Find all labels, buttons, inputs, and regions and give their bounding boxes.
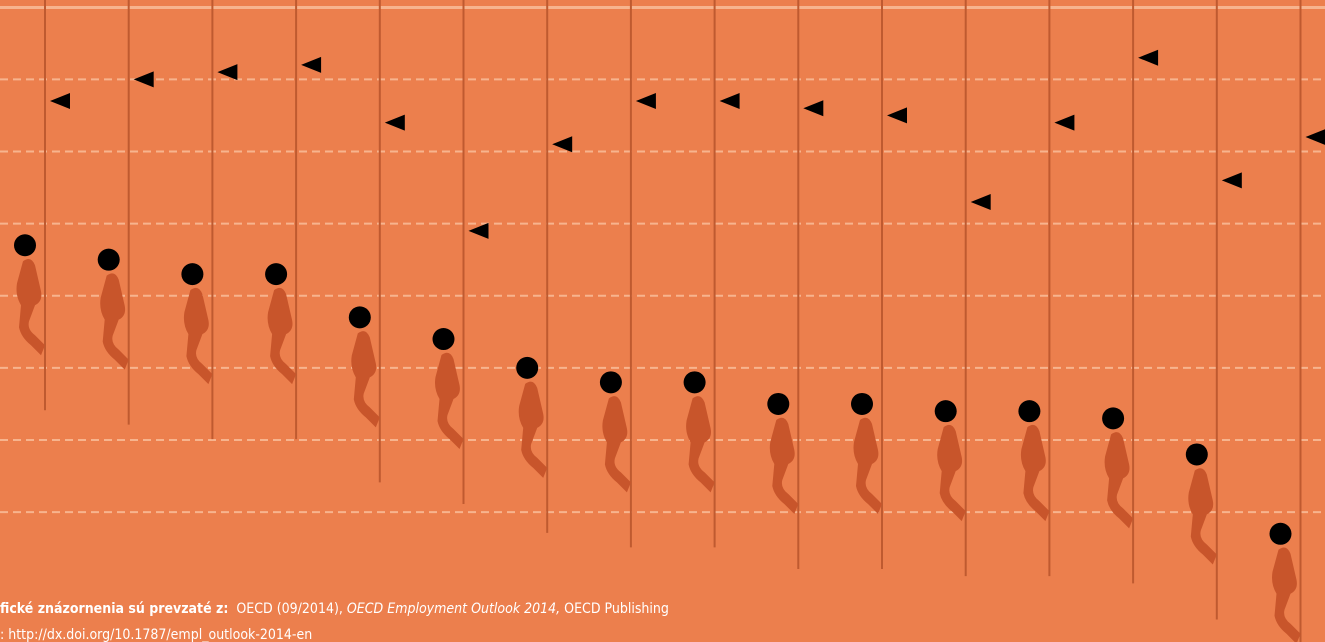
flag xyxy=(301,56,322,73)
flag xyxy=(133,71,154,88)
source-label: fické znázornenia sú prevzaté z: xyxy=(0,601,229,617)
climber xyxy=(518,381,548,478)
dot xyxy=(1185,443,1208,466)
dot xyxy=(181,263,204,286)
dot xyxy=(265,263,288,286)
dot xyxy=(851,392,873,415)
flag xyxy=(50,92,70,109)
dot xyxy=(1269,522,1292,545)
climber xyxy=(853,417,882,514)
flag xyxy=(1138,49,1159,66)
climber xyxy=(100,273,129,370)
flag xyxy=(970,193,991,210)
source-title: OECD Employment Outlook 2014, xyxy=(346,601,561,617)
source-text: OECD (09/2014), xyxy=(236,601,343,617)
flag xyxy=(217,64,238,81)
climber xyxy=(435,352,464,450)
top-border xyxy=(0,6,1325,9)
dot xyxy=(432,328,455,351)
source-line: fické znázornenia sú prevzaté z: OECD (0… xyxy=(0,596,669,622)
climber xyxy=(267,287,297,385)
flag xyxy=(635,92,656,109)
climber xyxy=(1188,468,1217,565)
climber xyxy=(686,396,715,493)
dot xyxy=(934,400,957,423)
dot xyxy=(599,371,622,394)
climber xyxy=(1272,547,1301,642)
flag xyxy=(1054,114,1075,131)
climber xyxy=(183,287,213,385)
source-text: OECD Publishing xyxy=(564,601,669,617)
climber xyxy=(602,396,631,493)
flag xyxy=(468,222,489,239)
dot xyxy=(1018,400,1041,423)
flag xyxy=(552,136,573,153)
dot xyxy=(97,248,120,271)
climber xyxy=(16,259,45,356)
climber xyxy=(1104,432,1134,529)
climber xyxy=(1020,424,1050,522)
flag xyxy=(1305,129,1325,145)
dot xyxy=(516,356,539,379)
dot xyxy=(767,392,790,415)
source-link: : http://dx.doi.org/10.1787/empl_outlook… xyxy=(0,627,313,642)
flag xyxy=(887,107,907,124)
dot xyxy=(348,306,371,329)
flag xyxy=(1221,172,1242,189)
flag xyxy=(803,100,824,117)
climber xyxy=(937,424,966,522)
dot xyxy=(14,234,36,257)
climber xyxy=(351,331,380,428)
climber xyxy=(769,417,799,514)
dot xyxy=(1102,407,1125,430)
flag xyxy=(384,114,405,131)
source-note: fické znázornenia sú prevzaté z: OECD (0… xyxy=(0,596,669,642)
dot xyxy=(683,371,706,394)
flag xyxy=(719,92,740,109)
